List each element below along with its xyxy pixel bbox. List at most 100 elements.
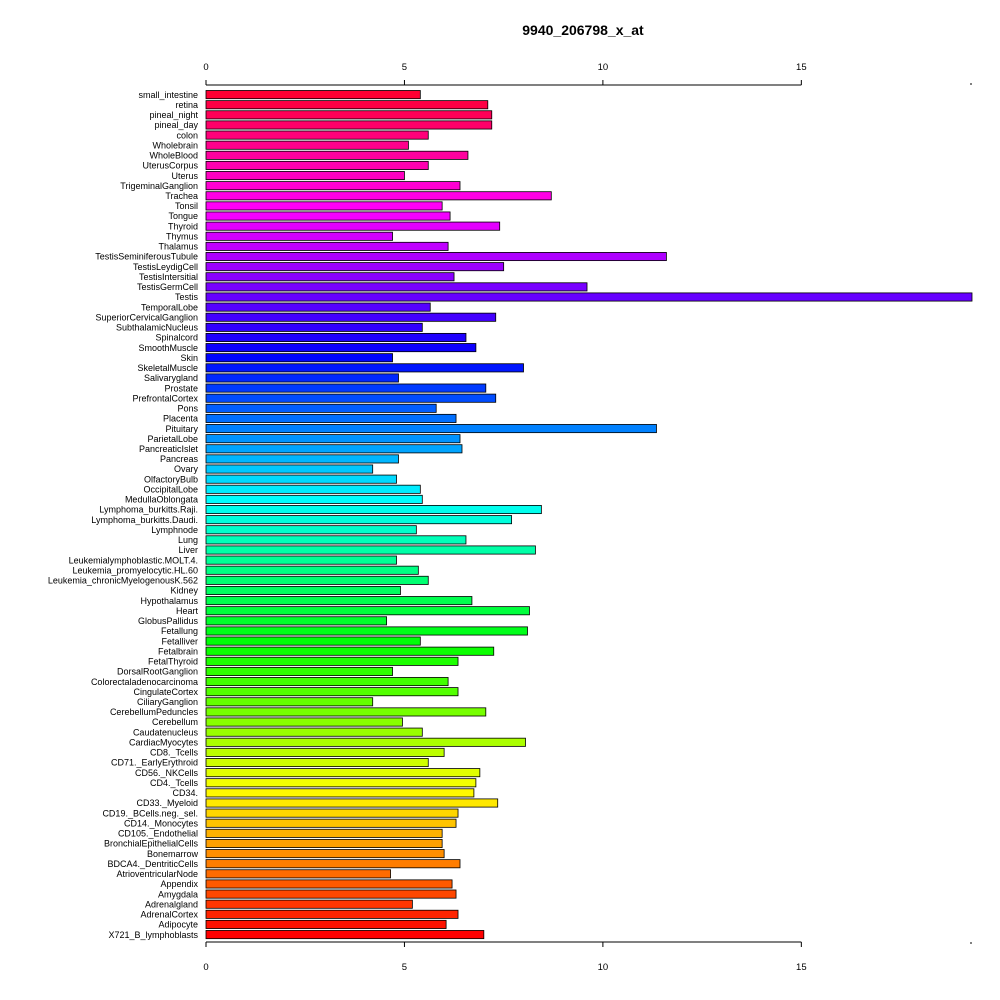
category-label: Thyroid bbox=[168, 221, 198, 231]
bar bbox=[205, 656, 459, 666]
bar bbox=[205, 231, 393, 241]
bar bbox=[205, 899, 413, 909]
category-label: Leukemia_promyelocytic.HL.60 bbox=[72, 565, 198, 575]
category-label: Pituitary bbox=[165, 424, 198, 434]
category-label: Colorectaladenocarcinoma bbox=[91, 677, 198, 687]
tick-label: 5 bbox=[402, 962, 407, 973]
category-label: SubthalamicNucleus bbox=[116, 323, 199, 333]
category-label: TemporalLobe bbox=[141, 302, 198, 312]
category-label: CD34. bbox=[172, 788, 198, 798]
bar bbox=[205, 879, 453, 889]
bar bbox=[205, 778, 477, 788]
bar bbox=[205, 525, 417, 535]
category-label: Fetalbrain bbox=[158, 646, 198, 656]
category-label: Leukemialymphoblastic.MOLT.4. bbox=[69, 555, 198, 565]
category-label: Adrenalgland bbox=[145, 899, 198, 909]
bar bbox=[205, 262, 505, 272]
bar bbox=[205, 747, 445, 757]
category-label: TestisIntersitial bbox=[139, 272, 198, 282]
bar bbox=[205, 616, 387, 626]
x-axis-bottom: 0 5 10 15 bbox=[203, 941, 972, 973]
category-label: Amygdala bbox=[158, 889, 198, 899]
bar bbox=[205, 606, 530, 616]
category-label: PrefrontalCortex bbox=[132, 393, 198, 403]
category-label: Placenta bbox=[163, 414, 198, 424]
bar bbox=[205, 930, 485, 940]
category-label: retina bbox=[175, 100, 198, 110]
bar bbox=[205, 849, 445, 859]
category-label: Wholebrain bbox=[152, 140, 198, 150]
bar bbox=[205, 130, 429, 140]
category-label: Lymphoma_burkitts.Raji. bbox=[99, 505, 198, 515]
category-label: Salivarygland bbox=[144, 373, 198, 383]
category-label: Skin bbox=[180, 353, 198, 363]
bar bbox=[205, 484, 421, 494]
category-label: Prostate bbox=[164, 383, 198, 393]
tick-label: 0 bbox=[203, 962, 208, 973]
category-label: Leukemia_chronicMyelogenousK.562 bbox=[48, 576, 198, 586]
bar bbox=[205, 464, 374, 474]
category-label: Spinalcord bbox=[155, 333, 198, 343]
bar bbox=[205, 687, 459, 697]
bar bbox=[205, 292, 973, 302]
category-label: Tonsil bbox=[175, 201, 198, 211]
bar bbox=[205, 768, 481, 778]
category-label: Caudatenucleus bbox=[133, 727, 199, 737]
category-label: Ovary bbox=[174, 464, 199, 474]
tick-label: 15 bbox=[796, 962, 807, 973]
category-label: colon bbox=[176, 130, 198, 140]
category-label: Trachea bbox=[165, 191, 198, 201]
bar bbox=[205, 252, 667, 262]
category-label: CD105._Endothelial bbox=[118, 829, 198, 839]
category-label: OccipitalLobe bbox=[143, 484, 198, 494]
bar bbox=[205, 535, 467, 545]
bar bbox=[205, 717, 403, 727]
tick-label: 10 bbox=[598, 962, 609, 973]
category-label: PancreaticIslet bbox=[139, 444, 199, 454]
category-label: CD56._NKCells bbox=[135, 768, 199, 778]
bar bbox=[205, 737, 526, 747]
category-label: CD14._Monocytes bbox=[124, 818, 199, 828]
bar bbox=[205, 373, 399, 383]
category-label: Pancreas bbox=[160, 454, 199, 464]
bar bbox=[205, 100, 489, 110]
category-label: X721_B_lymphoblasts bbox=[108, 930, 198, 940]
bar bbox=[205, 585, 401, 595]
bar bbox=[205, 515, 513, 525]
bar bbox=[205, 828, 443, 838]
bar bbox=[205, 353, 393, 363]
category-label: Appendix bbox=[160, 879, 198, 889]
category-label: Thalamus bbox=[158, 242, 198, 252]
category-label: ParietalLobe bbox=[147, 434, 198, 444]
category-label: Pons bbox=[177, 404, 198, 414]
bar bbox=[205, 859, 461, 869]
category-label: CingulateCortex bbox=[133, 687, 198, 697]
category-label: Liver bbox=[178, 545, 198, 555]
category-labels: small_intestineretinapineal_nightpineal_… bbox=[48, 90, 199, 940]
category-label: Bonemarrow bbox=[147, 849, 199, 859]
category-label: FetalThyroid bbox=[148, 657, 198, 667]
category-label: Cerebellum bbox=[152, 717, 198, 727]
bar bbox=[205, 140, 409, 150]
bar bbox=[205, 201, 443, 211]
bars-group bbox=[205, 90, 973, 940]
bar bbox=[205, 788, 475, 798]
bar bbox=[205, 545, 536, 555]
bar bbox=[205, 403, 437, 413]
bar bbox=[205, 798, 499, 808]
bar bbox=[205, 565, 419, 575]
bar bbox=[205, 171, 405, 181]
bar bbox=[205, 332, 467, 342]
category-label: TestisLeydigCell bbox=[133, 262, 198, 272]
tick-label: 0 bbox=[203, 62, 208, 73]
bar bbox=[205, 474, 397, 484]
category-label: UterusCorpus bbox=[142, 161, 198, 171]
category-label: TestisGermCell bbox=[137, 282, 198, 292]
category-label: WholeBlood bbox=[149, 151, 198, 161]
category-label: CD19._BCells.neg._sel. bbox=[102, 808, 198, 818]
bar bbox=[205, 889, 457, 899]
category-label: CD4._Tcells bbox=[150, 778, 199, 788]
bar bbox=[205, 758, 429, 768]
bar bbox=[205, 596, 473, 606]
category-label: SkeletalMuscle bbox=[137, 363, 198, 373]
